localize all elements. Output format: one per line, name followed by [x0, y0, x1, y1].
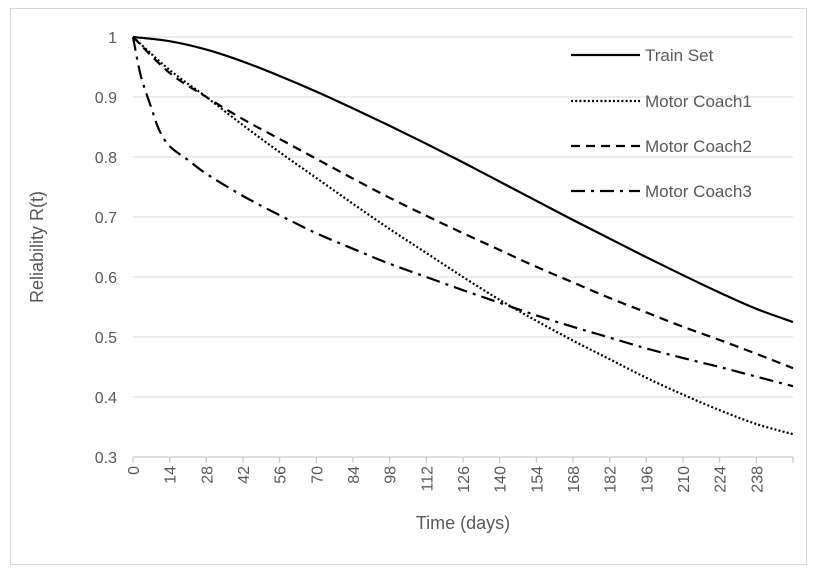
- series-line-motor-coach2: [132, 36, 794, 370]
- x-tick-label: 168: [566, 466, 583, 493]
- x-tick-label: 56: [273, 466, 290, 484]
- series-line-motor-coach3: [131, 36, 794, 388]
- legend-label-motor-coach3: Motor Coach3: [645, 182, 752, 201]
- y-tick-label: 0.8: [95, 150, 117, 167]
- legend-label-motor-coach1: Motor Coach1: [645, 92, 752, 111]
- y-tick-label: 1: [108, 30, 117, 47]
- x-tick-label: 224: [713, 466, 730, 493]
- x-tick-label: 126: [456, 466, 473, 493]
- y-tick-label: 0.3: [95, 450, 117, 467]
- x-tick-label: 154: [529, 466, 546, 493]
- x-tick-label: 210: [676, 466, 693, 493]
- x-tick-label: 196: [639, 466, 656, 493]
- series-line-train-set: [132, 35, 794, 324]
- legend-label-train-set: Train Set: [645, 46, 714, 65]
- chart-frame: [10, 8, 807, 565]
- y-axis-title: Reliability R(t): [27, 191, 47, 303]
- series-layer: [131, 35, 794, 436]
- x-tick-label: 140: [493, 466, 510, 493]
- x-tick-label: 14: [163, 466, 180, 484]
- x-tick-label: 238: [749, 466, 766, 493]
- legend-label-motor-coach2: Motor Coach2: [645, 137, 752, 156]
- axis-layer: 0.3 0.4 0.5 0.6 0.7 0.8 0.9 1 0 14 28 42 56 70 84 98 112…: [95, 30, 794, 493]
- x-tick-label: 84: [346, 466, 363, 484]
- legend: Train Set Motor Coach1 Motor Coach2 Motor C…: [571, 46, 752, 201]
- y-tick-label: 0.9: [95, 90, 117, 107]
- y-tick-label: 0.5: [95, 330, 117, 347]
- x-tick-label: 112: [419, 466, 436, 492]
- y-tick-label: 0.4: [95, 390, 117, 407]
- y-tick-label: 0.6: [95, 270, 117, 287]
- x-tick-label: 182: [603, 466, 620, 493]
- x-tick-label: 28: [199, 466, 216, 484]
- series-line-motor-coach1: [132, 36, 794, 436]
- x-tick-label: 98: [383, 466, 400, 484]
- x-tick-label: 70: [309, 466, 326, 484]
- x-tick-label: 0: [126, 466, 143, 475]
- x-tick-label: 42: [236, 466, 253, 484]
- x-axis-title: Time (days): [416, 513, 510, 533]
- grid-layer: [133, 36, 793, 398]
- y-tick-label: 0.7: [95, 210, 117, 227]
